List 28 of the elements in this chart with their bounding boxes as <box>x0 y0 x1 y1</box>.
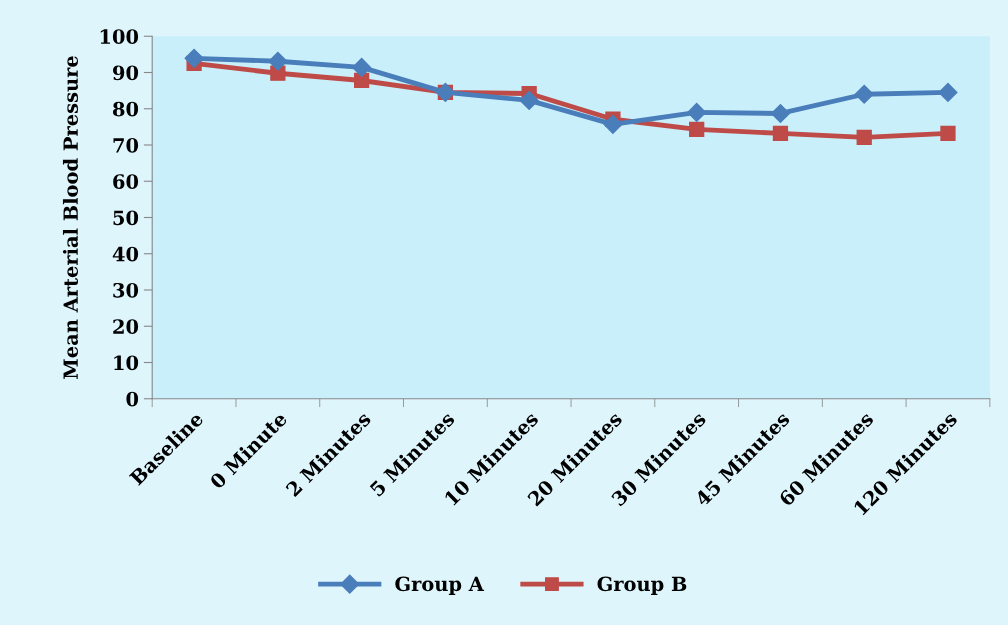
point <box>938 82 958 102</box>
point <box>856 129 872 146</box>
point <box>519 90 539 110</box>
point <box>603 114 623 134</box>
y-tick-label: 100 <box>100 29 139 44</box>
y-tick-label: 40 <box>112 246 139 262</box>
point <box>268 51 288 71</box>
y-tick-label: 0 <box>126 391 139 407</box>
point <box>772 125 789 142</box>
legend-label: Group A <box>395 576 485 595</box>
y-tick-label: 90 <box>113 65 139 81</box>
point <box>689 121 705 138</box>
y-tick-label: 60 <box>113 174 139 189</box>
y-tick-label: 30 <box>113 282 139 298</box>
point <box>854 84 874 104</box>
y-tick-label: 50 <box>113 210 139 226</box>
point <box>353 72 370 89</box>
point <box>687 102 707 122</box>
legend-label: Group B <box>597 576 687 595</box>
y-tick-label: 10 <box>114 355 139 371</box>
point <box>940 125 956 142</box>
y-tick-label: 80 <box>112 101 139 117</box>
point <box>352 57 372 77</box>
point <box>184 48 204 68</box>
point <box>770 103 790 123</box>
y-tick-label: 20 <box>113 319 139 334</box>
y-tick-label: 70 <box>113 137 139 153</box>
y-axis-title: Mean Arterial Blood Pressure <box>62 56 78 379</box>
